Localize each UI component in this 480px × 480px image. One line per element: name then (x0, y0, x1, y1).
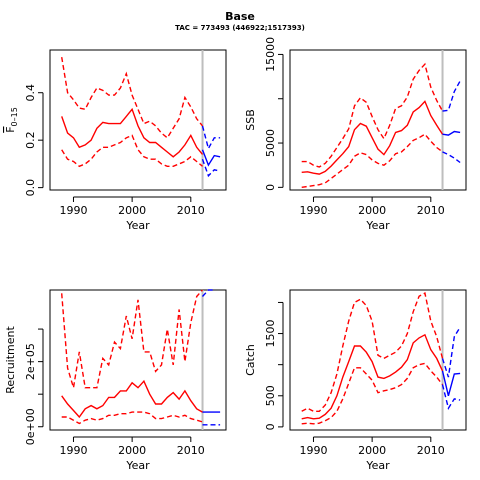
figure-title: Base (225, 10, 255, 23)
ssb-x-axis-title: Year (365, 219, 390, 232)
catch-series-projection-upper (441, 326, 461, 378)
fbar-series-median (61, 107, 204, 158)
recruitment-series-upper (61, 289, 204, 389)
fbar-y-tick-label: 0.4 (24, 84, 37, 102)
fbar-x-tick-label: 2000 (118, 204, 146, 217)
fbar-series-projection-lower (201, 158, 221, 178)
catch-plot-frame (289, 289, 467, 431)
panel-recruitment: 1990 2000 2010 0e+00 2e+05 Year Recruitment (4, 289, 227, 472)
fbar-x-tick-label: 1990 (59, 204, 87, 217)
catch-series-upper (301, 292, 444, 412)
ssb-y-tick-label: 0 (264, 184, 277, 191)
panel-catch: 1990 2000 2010 0 500 1500 Year Catch (244, 289, 467, 472)
catch-series-median (301, 333, 444, 420)
recruitment-series-lower (61, 411, 203, 425)
catch-series-projection-median (441, 370, 461, 396)
fbar-series-projection-upper (201, 125, 221, 151)
ssb-x-tick-label: 2010 (417, 204, 445, 217)
recruitment-x-tick-label: 2010 (177, 444, 205, 457)
ssb-y-tick-label: 15000 (264, 37, 277, 72)
recruitment-y-tick-label: 0e+00 (24, 408, 37, 445)
fbar-plot-frame (49, 49, 227, 191)
ssb-series-median (301, 100, 444, 175)
ssb-series-projection-upper (442, 80, 461, 112)
ssb-y-axis-title: SSB (244, 109, 257, 131)
catch-x-tick-label: 1990 (299, 444, 327, 457)
catch-y-tick-label: 0 (264, 423, 277, 430)
fbar-series-upper (61, 56, 204, 139)
ssb-x-tick-label: 1990 (299, 204, 327, 217)
panel-fishing-mortality: 1990 2000 2010 0.0 0.2 0.4 Year F0–15 (4, 49, 227, 232)
fbar-series-projection-median (201, 149, 221, 167)
recruitment-plot-frame (49, 289, 227, 431)
ssb-plot-frame (289, 49, 467, 191)
recruitment-series-median (61, 379, 203, 419)
recruitment-y-axis-title: Recruitment (4, 326, 17, 394)
fbar-y-axis-title: F0–15 (4, 107, 19, 133)
recruitment-x-tick-label: 1990 (59, 444, 87, 457)
recruitment-series-projection-upper (201, 289, 215, 297)
ssb-series-projection-lower (442, 151, 461, 164)
ssb-series-projection-median (442, 130, 461, 136)
fbar-x-tick-label: 2010 (177, 204, 205, 217)
recruitment-x-axis-title: Year (125, 459, 150, 472)
panel-ssb: 1990 2000 2010 0 5000 15000 Year SSB (244, 37, 467, 232)
catch-y-axis-title: Catch (244, 344, 257, 376)
catch-y-tick-label: 500 (264, 385, 277, 406)
ssb-y-tick-label: 5000 (264, 129, 277, 157)
recruitment-x-tick-label: 2000 (118, 444, 146, 457)
ssb-x-tick-label: 2000 (358, 204, 386, 217)
catch-x-tick-label: 2010 (417, 444, 445, 457)
catch-series-lower (301, 362, 444, 425)
catch-x-tick-label: 2000 (358, 444, 386, 457)
recruitment-y-tick-label: 2e+05 (24, 343, 37, 380)
fbar-y-tick-label: 0.0 (24, 179, 37, 197)
fbar-x-axis-title: Year (125, 219, 150, 232)
ssb-series-lower (301, 133, 443, 188)
fbar-series-lower (61, 134, 203, 168)
catch-x-axis-title: Year (365, 459, 390, 472)
ssb-series-upper (301, 62, 444, 168)
catch-y-tick-label: 1500 (264, 320, 277, 348)
figure-subtitle: TAC = 773493 (446922;1517393) (175, 24, 305, 32)
fbar-y-tick-label: 0.2 (24, 131, 37, 149)
catch-series-projection-lower (441, 384, 461, 410)
